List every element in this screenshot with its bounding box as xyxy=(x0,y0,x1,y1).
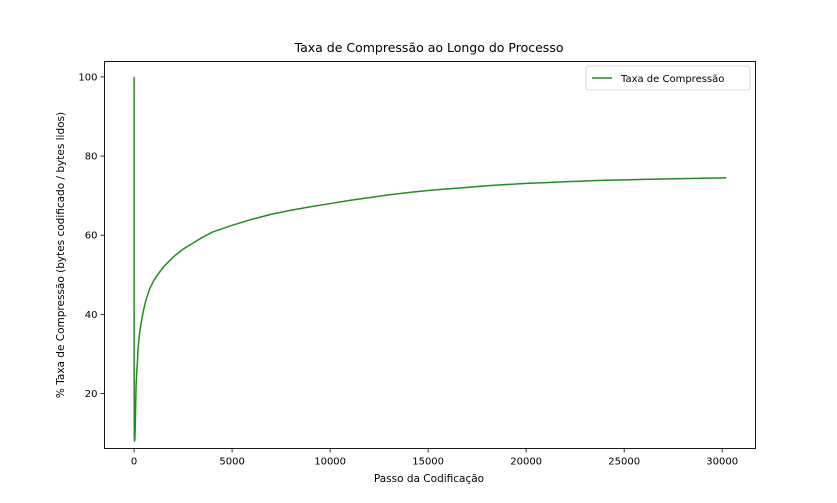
x-tick-label: 20000 xyxy=(510,457,542,468)
y-tick-label: 60 xyxy=(85,231,98,242)
x-tick-label: 25000 xyxy=(608,457,640,468)
y-tick-label: 20 xyxy=(85,389,98,400)
chart-title: Taxa de Compressão ao Longo do Processo xyxy=(294,40,564,55)
legend-label: Taxa de Compressão xyxy=(620,74,724,85)
legend: Taxa de Compressão xyxy=(585,65,751,91)
y-tick-label: 40 xyxy=(85,310,98,321)
x-tick-label: 0 xyxy=(131,457,137,468)
y-tick-label: 80 xyxy=(85,152,98,163)
plot-frame xyxy=(104,61,756,449)
series-line-0 xyxy=(133,76,727,442)
legend-box xyxy=(585,65,751,91)
x-tick-label: 10000 xyxy=(314,457,346,468)
x-tick-label: 5000 xyxy=(219,457,244,468)
data-layer xyxy=(133,76,727,442)
plot-area xyxy=(104,61,756,449)
x-tick-label: 30000 xyxy=(706,457,738,468)
y-axis: 20 40 60 80 100 xyxy=(78,72,105,400)
y-axis-label: % Taxa de Compressão (bytes codificado /… xyxy=(55,112,67,398)
x-tick-label: 15000 xyxy=(412,457,444,468)
y-tick-label: 100 xyxy=(78,72,97,83)
x-axis: 0 5000 10000 15000 20000 25000 30000 xyxy=(131,448,738,468)
x-axis-label: Passo da Codificação xyxy=(374,473,484,485)
